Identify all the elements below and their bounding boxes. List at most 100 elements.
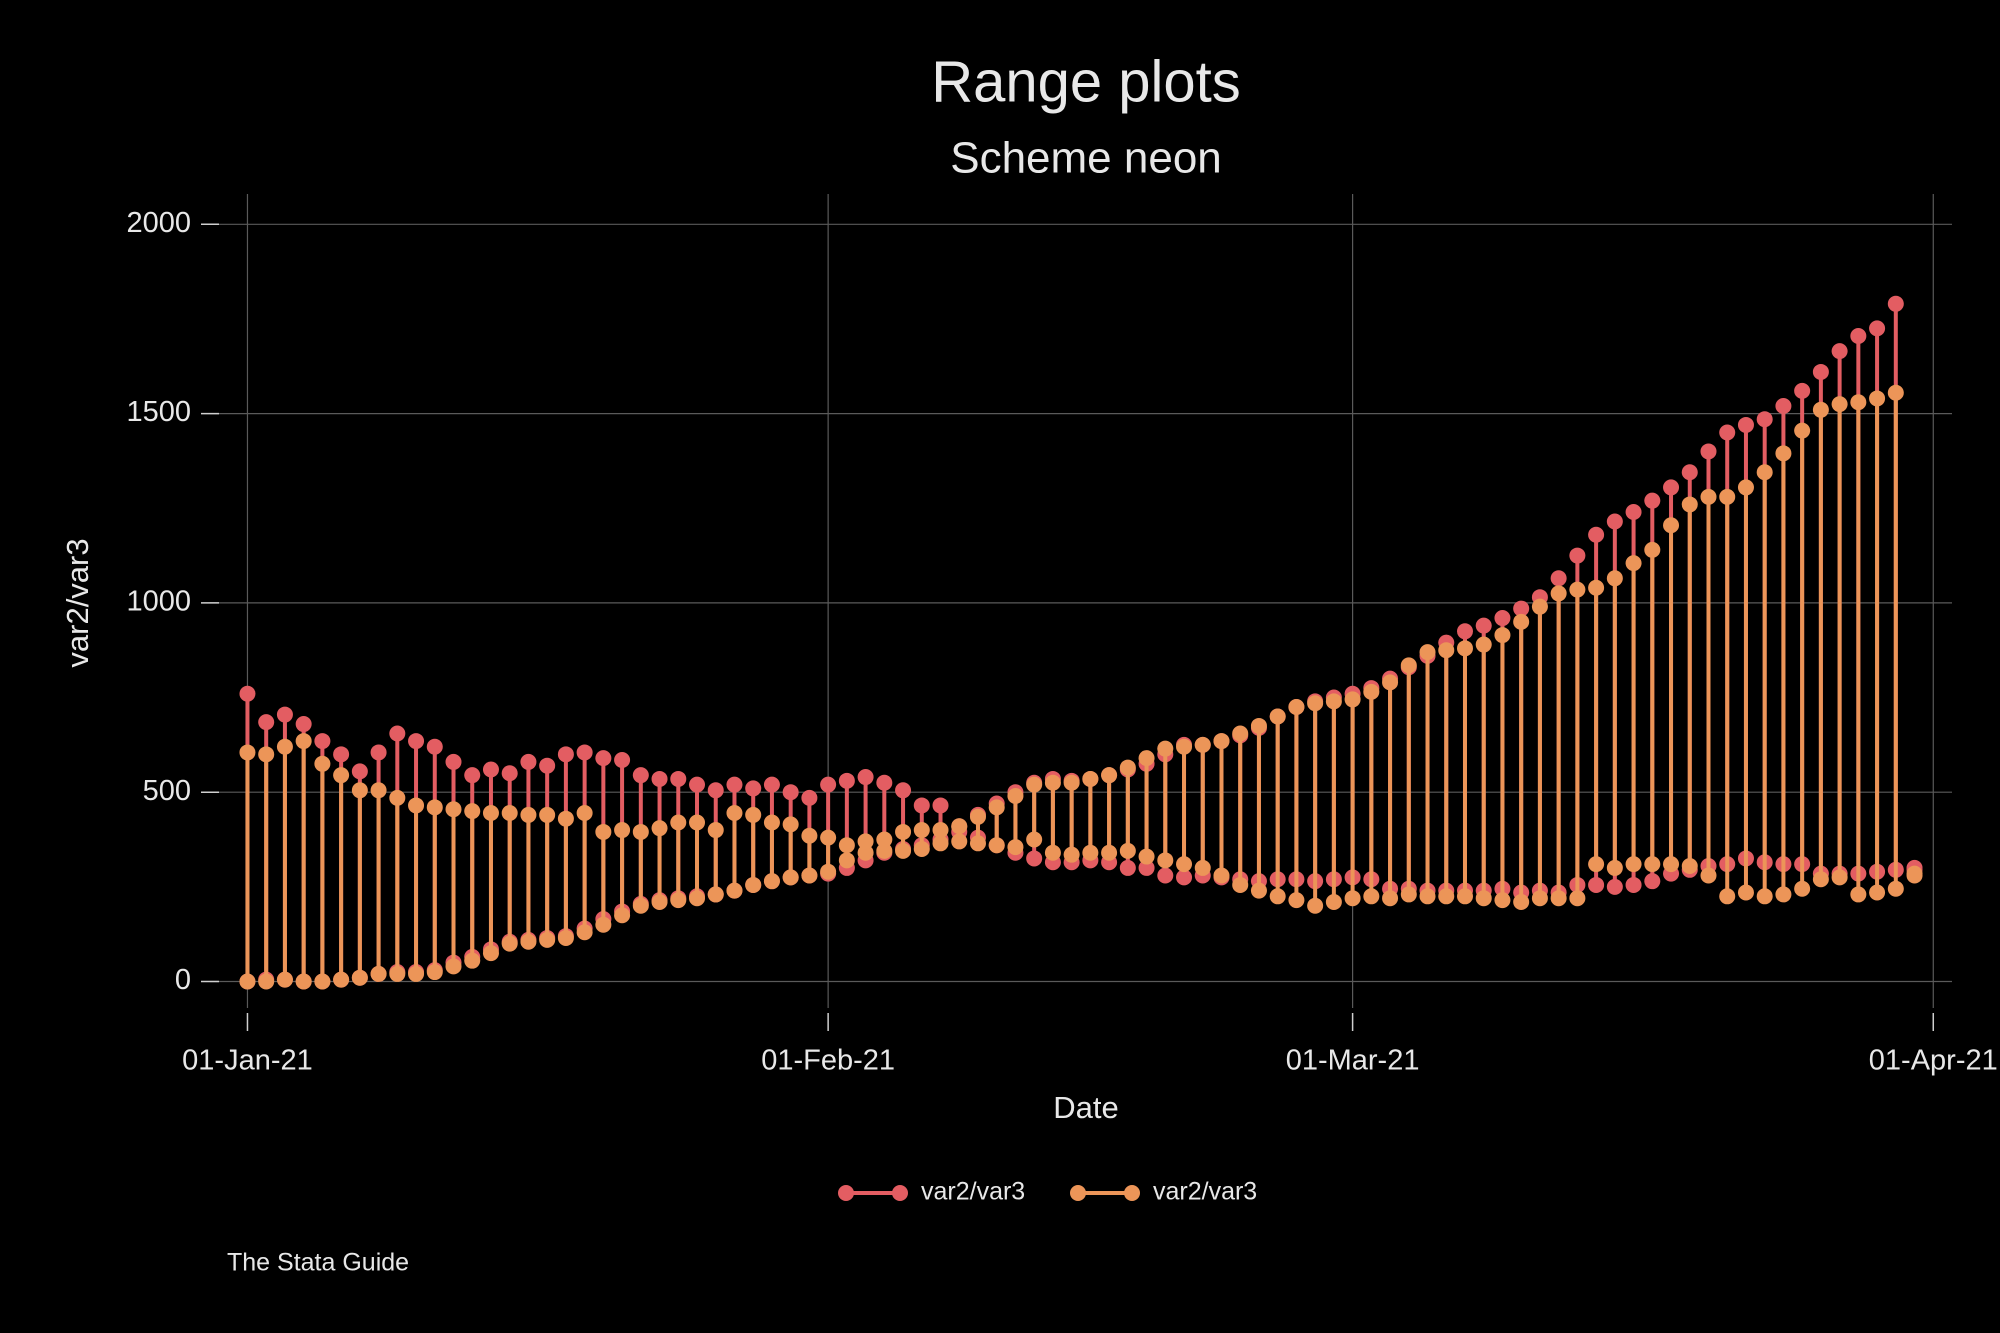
range-high-marker bbox=[464, 803, 481, 820]
range-low-marker bbox=[632, 897, 649, 914]
range-low-marker bbox=[595, 916, 612, 933]
x-tick-label: 01-Apr-21 bbox=[1869, 1045, 1998, 1077]
range-high-marker bbox=[1250, 717, 1267, 734]
range-low-marker bbox=[1138, 859, 1155, 876]
range-low-marker bbox=[520, 933, 537, 950]
range-low-marker bbox=[1344, 890, 1361, 907]
range-high-marker bbox=[258, 746, 275, 763]
range-high-marker bbox=[651, 770, 668, 787]
range-high-marker bbox=[482, 761, 499, 778]
range-high-marker bbox=[614, 822, 631, 839]
range-low-marker bbox=[333, 971, 350, 988]
range-high-marker bbox=[1494, 610, 1511, 627]
range-low-marker bbox=[745, 876, 762, 893]
range-low-marker bbox=[1625, 856, 1642, 873]
legend-marker bbox=[838, 1185, 854, 1201]
range-high-marker bbox=[539, 806, 556, 823]
range-high-marker bbox=[1794, 382, 1811, 399]
range-low-marker bbox=[1737, 884, 1754, 901]
x-tick-label: 01-Jan-21 bbox=[182, 1045, 313, 1077]
y-axis-label: var2/var3 bbox=[60, 538, 95, 667]
range-low-marker bbox=[1456, 888, 1473, 905]
range-high-marker bbox=[1569, 581, 1586, 598]
range-high-marker bbox=[258, 714, 275, 731]
legend-marker bbox=[1124, 1185, 1140, 1201]
range-low-marker bbox=[1475, 890, 1492, 907]
chart-title: Range plots bbox=[931, 49, 1241, 114]
range-high-marker bbox=[632, 823, 649, 840]
range-high-marker bbox=[1681, 496, 1698, 513]
range-high-marker bbox=[1456, 640, 1473, 657]
range-high-marker bbox=[782, 784, 799, 801]
range-high-marker bbox=[689, 814, 706, 831]
range-high-marker bbox=[1550, 570, 1567, 587]
series bbox=[239, 384, 1923, 990]
range-high-marker bbox=[295, 716, 312, 733]
range-high-marker bbox=[1494, 627, 1511, 644]
range-low-marker bbox=[1775, 886, 1792, 903]
range-high-marker bbox=[1812, 401, 1829, 418]
range-low-marker bbox=[1288, 892, 1305, 909]
range-low-marker bbox=[1213, 867, 1230, 884]
range-high-marker bbox=[1831, 343, 1848, 360]
range-high-marker bbox=[408, 797, 425, 814]
range-high-marker bbox=[895, 823, 912, 840]
range-low-marker bbox=[1794, 880, 1811, 897]
range-low-marker bbox=[913, 840, 930, 857]
range-high-marker bbox=[1307, 695, 1324, 712]
range-low-marker bbox=[801, 867, 818, 884]
range-high-marker bbox=[351, 763, 368, 780]
range-high-marker bbox=[932, 822, 949, 839]
range-low-marker bbox=[1101, 844, 1118, 861]
range-high-marker bbox=[426, 738, 443, 755]
range-low-marker bbox=[276, 971, 293, 988]
range-high-marker bbox=[1513, 613, 1530, 630]
legend-marker bbox=[1070, 1185, 1086, 1201]
range-high-marker bbox=[1756, 464, 1773, 481]
range-high-marker bbox=[1007, 787, 1024, 804]
range-low-marker bbox=[408, 965, 425, 982]
legend-label: var2/var3 bbox=[1153, 1178, 1257, 1206]
range-high-marker bbox=[1176, 738, 1193, 755]
range-low-marker bbox=[1812, 871, 1829, 888]
range-low-marker bbox=[707, 886, 724, 903]
range-high-marker bbox=[745, 780, 762, 797]
range-high-marker bbox=[1344, 691, 1361, 708]
legend-marker bbox=[892, 1185, 908, 1201]
range-high-marker bbox=[951, 818, 968, 835]
range-low-marker bbox=[1044, 844, 1061, 861]
range-high-marker bbox=[1213, 733, 1230, 750]
range-low-marker bbox=[1531, 890, 1548, 907]
range-low-marker bbox=[1250, 882, 1267, 899]
range-high-marker bbox=[1325, 693, 1342, 710]
y-tick-label: 2000 bbox=[126, 207, 191, 239]
range-high-marker bbox=[726, 805, 743, 822]
range-high-marker bbox=[632, 767, 649, 784]
range-high-marker bbox=[1157, 740, 1174, 757]
range-low-marker bbox=[614, 907, 631, 924]
range-high-marker bbox=[370, 744, 387, 761]
range-high-marker bbox=[801, 827, 818, 844]
range-low-marker bbox=[1588, 876, 1605, 893]
legend-label: var2/var3 bbox=[921, 1178, 1025, 1206]
x-tick-label: 01-Mar-21 bbox=[1286, 1045, 1420, 1077]
chart-subtitle: Scheme neon bbox=[950, 134, 1222, 183]
range-high-marker bbox=[520, 806, 537, 823]
range-high-marker bbox=[389, 789, 406, 806]
range-high-marker bbox=[969, 808, 986, 825]
range-high-marker bbox=[1869, 320, 1886, 337]
range-high-marker bbox=[1719, 488, 1736, 505]
range-low-marker bbox=[1400, 886, 1417, 903]
range-high-marker bbox=[1644, 541, 1661, 558]
range-high-marker bbox=[408, 733, 425, 750]
range-low-marker bbox=[651, 893, 668, 910]
range-high-marker bbox=[1700, 488, 1717, 505]
range-low-marker bbox=[1625, 876, 1642, 893]
range-high-marker bbox=[1588, 579, 1605, 596]
range-low-marker bbox=[670, 892, 687, 909]
range-high-marker bbox=[557, 810, 574, 827]
range-low-marker bbox=[1157, 867, 1174, 884]
range-high-marker bbox=[595, 750, 612, 767]
range-low-marker bbox=[1831, 869, 1848, 886]
